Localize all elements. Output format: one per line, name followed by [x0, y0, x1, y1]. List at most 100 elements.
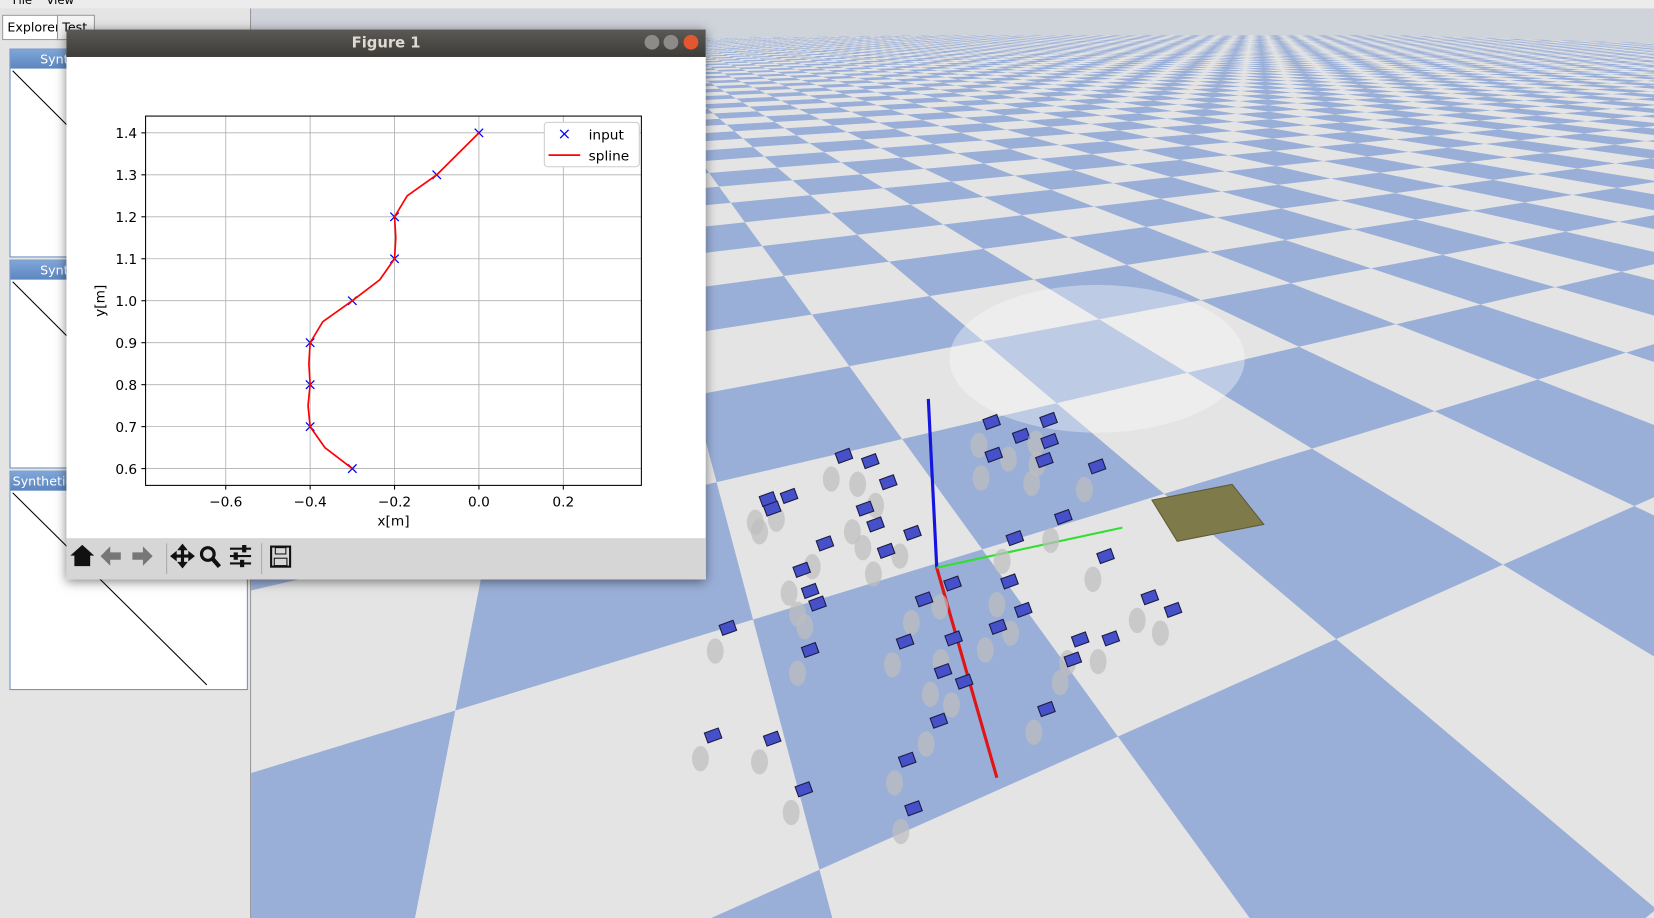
robot-shadow: [1000, 446, 1017, 472]
robot: [1011, 427, 1031, 444]
robot-shadow: [751, 749, 768, 775]
robot-shadow: [1023, 470, 1041, 496]
x-tick-label: 0.0: [468, 494, 490, 510]
robot-shadow: [751, 519, 768, 545]
robot: [792, 561, 812, 578]
pan-button[interactable]: [170, 543, 195, 569]
robot-shadow: [782, 799, 800, 826]
robot-shadow: [1089, 648, 1107, 675]
robot-shadow: [943, 692, 960, 718]
robot: [1140, 589, 1160, 606]
y-tick-label: 1.2: [115, 210, 137, 226]
robot: [866, 516, 885, 533]
robot: [895, 633, 915, 650]
robot-shadow: [1084, 566, 1102, 592]
robot: [904, 800, 923, 817]
x-tick-label: −0.6: [209, 494, 242, 510]
y-tick-label: 1.4: [115, 126, 137, 142]
robot: [1063, 651, 1083, 668]
plot-frame: [145, 115, 642, 486]
robot: [933, 662, 953, 680]
home-button[interactable]: [70, 544, 95, 567]
x-axis-label: x[m]: [377, 513, 409, 529]
x-tick-label: −0.4: [294, 494, 327, 510]
robot-shadow: [1128, 607, 1146, 634]
robot-shadow: [886, 770, 903, 796]
robot: [779, 487, 799, 505]
menu-bar: File View: [0, 0, 1654, 9]
robot-shadow: [1002, 620, 1020, 646]
title-bar: Figure 1: [66, 29, 706, 57]
robot-shadow: [1027, 430, 1045, 456]
robot: [762, 500, 782, 517]
x-tick-label: −0.2: [378, 494, 411, 510]
robot: [944, 630, 964, 647]
robot-shadow: [976, 637, 994, 663]
y-tick-label: 1.1: [115, 252, 137, 268]
robot: [903, 524, 922, 542]
robot: [1163, 601, 1183, 619]
window-title: Figure 1: [351, 34, 421, 52]
panel-view: [12, 492, 208, 686]
robot: [1096, 547, 1115, 565]
robot: [1034, 451, 1054, 469]
save-button[interactable]: [270, 545, 292, 568]
robot: [1053, 508, 1073, 526]
robot: [1005, 529, 1025, 547]
robot: [815, 535, 835, 552]
robot: [860, 452, 880, 470]
legend-label: input: [589, 127, 625, 143]
robot-shadow: [1151, 620, 1169, 646]
robot: [834, 447, 854, 465]
light-spot: [949, 284, 1245, 433]
robot: [1040, 432, 1060, 450]
axis-y: [936, 526, 1123, 569]
robot-shadow: [789, 660, 806, 686]
robot-shadow: [988, 591, 1006, 618]
minimize-button[interactable]: [644, 34, 660, 50]
menu-item[interactable]: View: [46, 0, 74, 8]
axis-z: [926, 398, 939, 568]
robot-shadow: [921, 681, 939, 707]
robot: [954, 673, 974, 690]
menu-item[interactable]: File: [12, 0, 33, 8]
robot: [988, 618, 1008, 635]
robot: [762, 730, 782, 747]
robot-shadow: [692, 746, 709, 772]
robot: [1070, 631, 1090, 648]
robot-shadow: [843, 519, 861, 545]
robot-shadow: [849, 471, 867, 497]
robot-shadow: [1051, 670, 1069, 696]
robot-shadow: [884, 652, 901, 678]
plate: [1151, 483, 1265, 542]
y-tick-label: 1.0: [115, 294, 137, 310]
robot: [800, 641, 820, 659]
robot: [1037, 700, 1056, 718]
robot-shadow: [970, 432, 988, 458]
robot-shadow: [780, 580, 798, 606]
figure-window: Figure 1 −0.6 −0.4 −0.2 0.0 0.2 0.6 0.7 0.8 0.9 1…: [66, 29, 706, 580]
forward-button[interactable]: [132, 546, 153, 566]
configure-button[interactable]: [229, 545, 252, 568]
y-tick-label: 1.3: [115, 168, 137, 184]
robot-shadow: [993, 548, 1011, 575]
plot: −0.6 −0.4 −0.2 0.0 0.2 0.6 0.7 0.8 0.9 1.0 1.1 1.2 1…: [92, 115, 642, 529]
robot: [982, 413, 1002, 431]
y-tick-label: 0.8: [115, 378, 137, 394]
maximize-button[interactable]: [663, 34, 679, 50]
tab[interactable]: Explorer: [2, 14, 66, 41]
close-button[interactable]: [683, 34, 699, 50]
robot: [876, 542, 896, 559]
robot-shadow: [706, 638, 724, 664]
robot-shadow: [931, 594, 949, 620]
back-button[interactable]: [100, 546, 121, 566]
robot: [1101, 630, 1121, 647]
robot: [703, 727, 723, 744]
y-tick-label: 0.7: [115, 420, 137, 436]
robot-shadow: [865, 561, 882, 587]
y-tick-label: 0.6: [115, 462, 137, 478]
zoom-button[interactable]: [199, 546, 216, 562]
legend-label: spline: [589, 148, 630, 164]
robot-shadow: [917, 731, 935, 757]
